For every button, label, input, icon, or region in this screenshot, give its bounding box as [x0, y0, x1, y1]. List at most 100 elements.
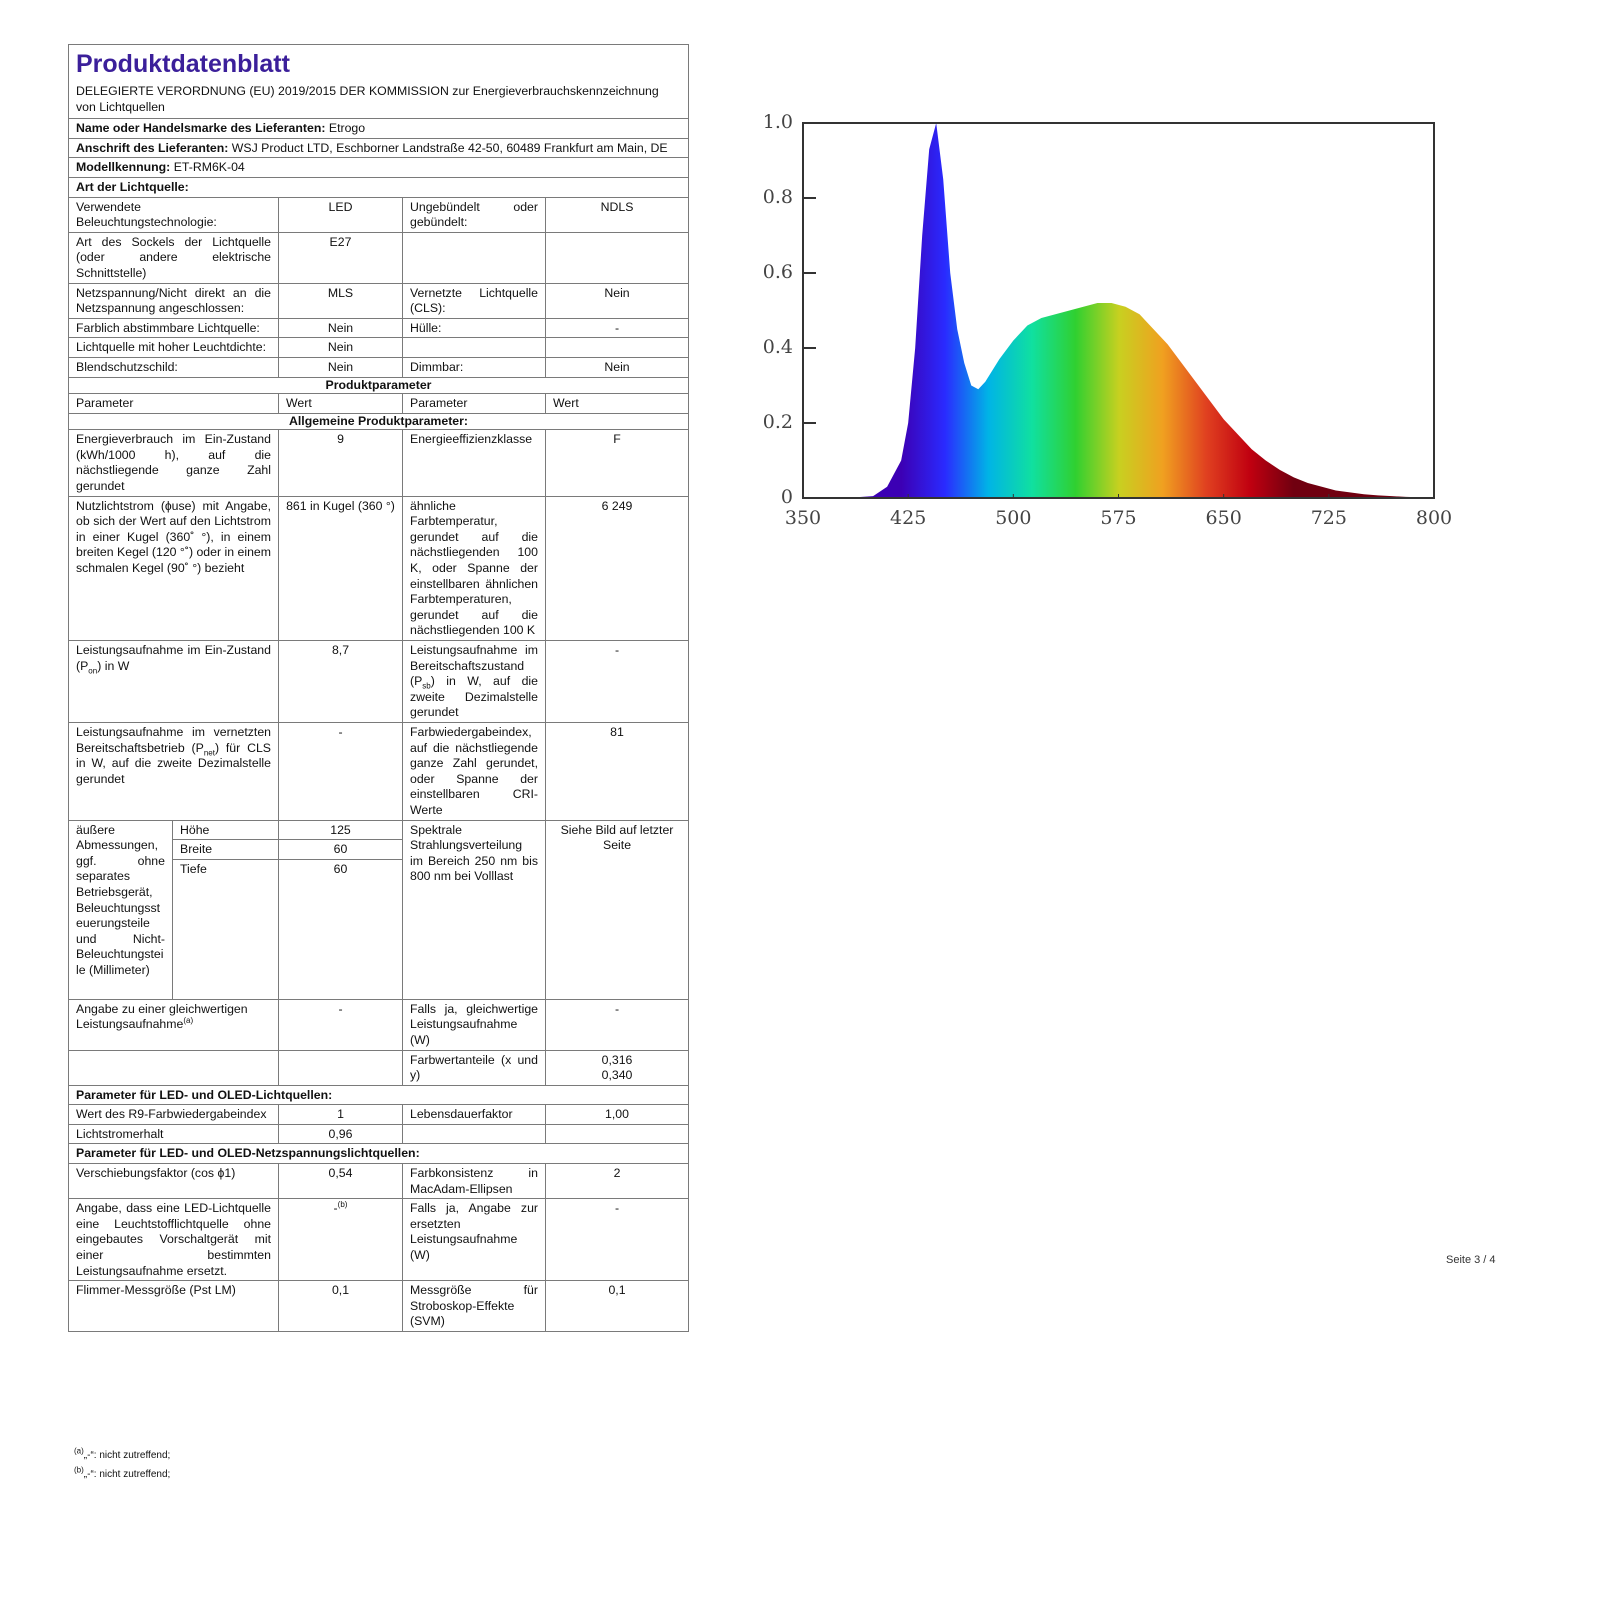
table-cell: Nein: [278, 337, 403, 358]
table-row: Energieverbrauch im Ein-Zustand (kWh/100…: [68, 429, 690, 497]
table-row: Name oder Handelsmarke des Lieferanten: …: [67, 118, 690, 139]
text: „-“: nicht zutreffend;: [83, 1469, 171, 1480]
table-cell: Nutzlichtstrom (ɸuse) mit Angabe, ob sic…: [68, 495, 279, 642]
x-tick-label: 650: [1206, 507, 1242, 529]
y-tick-label: 1.0: [763, 111, 793, 133]
table-cell: Art des Sockels der Lichtquelle (oder an…: [68, 231, 279, 284]
table-cell: [402, 1123, 546, 1145]
table-cell: -: [278, 998, 403, 1051]
text: Leistungsaufnahme im Bereitschaftszustan…: [410, 643, 538, 689]
text: 0,316: [601, 1052, 633, 1067]
table-row: Angabe, dass eine LED-Lichtquelle eine L…: [68, 1198, 690, 1282]
table-cell: Lichtquelle mit hoher Leuchtdichte:: [68, 337, 279, 358]
y-tick-label: 0: [781, 486, 793, 508]
table-cell: -: [544, 317, 690, 339]
table-row: Art der Lichtquelle:: [67, 176, 690, 198]
table-cell: Lebensdauerfaktor: [402, 1104, 546, 1125]
table-cell: Energieeffizienzklasse: [402, 429, 546, 497]
subscript: sb: [422, 681, 431, 691]
table-cell: [544, 1123, 690, 1145]
table-row: Anschrift des Lieferanten: WSJ Product L…: [67, 137, 690, 159]
table-cell: Anschrift des Lieferanten: WSJ Product L…: [67, 137, 690, 159]
x-tick-label: 425: [890, 507, 926, 529]
table-row: Verwendete Beleuchtungstechnologie: LED Un…: [68, 196, 690, 233]
table-row: Farbwertanteile (x und y) 0,316 0,340: [68, 1049, 690, 1086]
table-cell: E27: [278, 231, 403, 284]
spectrum-chart: 0 0.2 0.4 0.6 0.8 1.0 350 425 500 575 650 725 800: [763, 111, 1452, 529]
table-cell: F: [544, 429, 690, 497]
table-cell: Farblich abstimmbare Lichtquelle:: [68, 317, 279, 339]
table-cell: Energieverbrauch im Ein-Zustand (kWh/100…: [68, 429, 279, 497]
y-tick-label: 0.2: [763, 411, 793, 433]
label: Anschrift des Lieferanten:: [76, 140, 229, 155]
table-cell: [68, 1049, 279, 1086]
y-tick-label: 0.4: [763, 336, 793, 358]
table-cell: Falls ja, Angabe zur ersetzten Leistungs…: [402, 1198, 546, 1282]
table-cell: 0,1: [544, 1280, 690, 1332]
table-cell: Modellkennung: ET-RM6K-04: [67, 157, 690, 178]
table-cell: 0,316 0,340: [544, 1049, 690, 1086]
text: ET-RM6K-04: [173, 160, 245, 175]
table-row: Modellkennung: ET-RM6K-04: [67, 157, 690, 178]
table-row: Allgemeine Produktparameter:: [67, 412, 690, 431]
table-cell: [544, 231, 690, 284]
table-cell: [402, 231, 546, 284]
subscript: net: [203, 748, 215, 758]
table-row: Lichtstromerhalt 0,96: [68, 1123, 690, 1145]
table-cell: 60: [278, 858, 403, 1000]
superscript: (a): [74, 1446, 84, 1456]
table-cell: Leistungsaufnahme im Bereitschaftszustan…: [402, 640, 546, 723]
table-cell: Blendschutzschild:: [68, 356, 279, 378]
table-cell: Angabe zu einer gleichwertigen Leistungs…: [68, 998, 279, 1051]
table-cell: [402, 337, 546, 358]
table-cell: 8,7: [278, 640, 403, 723]
table-cell: 1: [278, 1104, 403, 1125]
spectrum-area: [803, 123, 1434, 498]
subscript: on: [88, 666, 98, 676]
table-row: Parameter für LED- und OLED-Netzspannung…: [67, 1143, 690, 1165]
table-cell: Breite: [172, 839, 279, 860]
table-cell: Messgröße für Stroboskop-Effekte (SVM): [402, 1280, 546, 1332]
table-cell: ähnliche Farbtemperatur, gerundet auf di…: [402, 495, 546, 642]
table-cell: Flimmer-Messgröße (Pst LM): [68, 1280, 279, 1332]
table-row: Farblich abstimmbare Lichtquelle: Nein Hül…: [68, 317, 690, 339]
table-cell: äußere Abmessungen, ggf. ohne separates …: [68, 819, 173, 1000]
table-row: Nutzlichtstrom (ɸuse) mit Angabe, ob sic…: [68, 495, 690, 642]
table-row: Angabe zu einer gleichwertigen Leistungs…: [68, 998, 690, 1051]
x-tick-label: 500: [995, 507, 1031, 529]
table-cell: Leistungsaufnahme im Ein-Zustand (Pon) i…: [68, 640, 279, 723]
table-row: Parameter für LED- und OLED-Lichtquellen…: [67, 1084, 690, 1106]
table-cell: Art der Lichtquelle:: [67, 176, 690, 198]
table-cell: 125: [278, 819, 403, 841]
table-row: Produktparameter: [67, 376, 690, 395]
table-cell: 861 in Kugel (360 °): [278, 495, 403, 642]
y-tick-label: 0.8: [763, 186, 793, 208]
table-cell: Allgemeine Produktparameter:: [67, 412, 690, 431]
title: Produktdatenblatt: [76, 50, 290, 78]
table-cell: Parameter für LED- und OLED-Netzspannung…: [67, 1143, 690, 1165]
table-cell: Nein: [278, 356, 403, 378]
footnote: (b)„-“: nicht zutreffend;: [74, 1465, 170, 1484]
table-cell: Verschiebungsfaktor (cos ϕ1): [68, 1163, 279, 1200]
table-cell: Produktparameter: [67, 376, 690, 395]
table-row: Leistungsaufnahme im vernetzten Bereitsc…: [68, 721, 690, 821]
table-cell: -(b): [278, 1198, 403, 1282]
table-cell: Name oder Handelsmarke des Lieferanten: …: [67, 118, 690, 139]
header-cell: Produktdatenblatt DELEGIERTE VERORDNUNG (…: [67, 43, 690, 120]
text: ) in W: [97, 658, 130, 673]
table-cell: 9: [278, 429, 403, 497]
table-cell: Nein: [544, 282, 690, 319]
table-cell: Siehe Bild auf letzter Seite: [544, 819, 690, 1000]
footnotes: (a)„-“: nicht zutreffend; (b)„-“: nicht …: [74, 1446, 170, 1484]
superscript: (b): [337, 1200, 348, 1210]
table-cell: Verwendete Beleuchtungstechnologie:: [68, 196, 279, 233]
table-cell: Höhe: [172, 819, 279, 841]
table-cell: Lichtstromerhalt: [68, 1123, 279, 1145]
table-cell: -: [544, 998, 690, 1051]
table-cell: Farbwiedergabeindex, auf die nächstliege…: [402, 721, 546, 821]
table-row: Art des Sockels der Lichtquelle (oder an…: [68, 231, 690, 284]
table-cell: 60: [278, 839, 403, 860]
table-cell: 2: [544, 1163, 690, 1200]
text: „-“: nicht zutreffend;: [83, 1450, 171, 1461]
table-cell: NDLS: [544, 196, 690, 233]
